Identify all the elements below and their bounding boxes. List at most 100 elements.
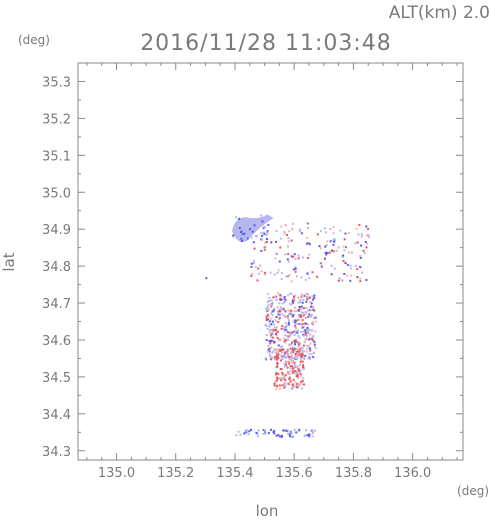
echo-pixel [296, 356, 299, 359]
echo-pixel [313, 340, 316, 343]
echo-pixel [295, 384, 298, 387]
echo-pixel [297, 430, 300, 433]
echo-pixel [281, 325, 284, 327]
echo-pixel [295, 357, 298, 359]
echo-pixel [301, 256, 304, 259]
echo-pixel [341, 255, 344, 258]
echo-data-layer [205, 214, 370, 438]
axis-ticks [78, 62, 463, 460]
echo-pixel [280, 351, 283, 354]
echo-pixel [270, 356, 273, 358]
echo-pixel [283, 297, 286, 300]
echo-pixel [302, 295, 304, 298]
echo-pixel [279, 295, 282, 298]
echo-pixel [280, 225, 283, 228]
echo-pixel [263, 271, 266, 274]
echo-pixel [284, 385, 287, 388]
echo-pixel [287, 237, 290, 240]
echo-pixel [264, 431, 267, 434]
echo-pixel [239, 433, 242, 436]
echo-pixel [246, 429, 249, 432]
echo-pixel [294, 258, 297, 261]
echo-pixel [349, 264, 352, 267]
echo-pixel [290, 355, 293, 358]
echo-pixel [266, 313, 269, 316]
echo-pixel [299, 316, 302, 319]
echo-pixel [290, 292, 293, 295]
echo-pixel [304, 329, 307, 332]
echo-pixel [301, 353, 304, 356]
echo-pixel [270, 304, 273, 307]
echo-pixel [304, 338, 307, 341]
echo-pixel [333, 238, 336, 241]
echo-pixel [306, 222, 309, 225]
echo-pixel [299, 298, 302, 301]
echo-pixel [293, 340, 296, 343]
echo-pixel [272, 323, 275, 326]
echo-pixel [277, 310, 280, 313]
echo-pixel [285, 315, 287, 318]
echo-pixel [262, 429, 265, 432]
echo-pixel [295, 351, 298, 353]
echo-pixel [303, 322, 306, 325]
echo-pixel [272, 309, 275, 312]
echo-pixel [297, 257, 300, 260]
echo-pixel [314, 429, 317, 432]
y-tick-label: 34.8 [42, 260, 71, 275]
echo-pixel [279, 309, 282, 311]
echo-pixel [268, 325, 271, 328]
echo-pixel [307, 316, 310, 318]
echo-pixel [279, 338, 282, 341]
echo-pixel [267, 303, 270, 306]
echo-pixel [284, 309, 287, 312]
echo-pixel [281, 371, 284, 374]
echo-pixel [279, 306, 282, 308]
echo-pixel [344, 262, 347, 264]
echo-pixel [302, 334, 305, 337]
echo-pixel [306, 332, 309, 335]
echo-pixel [260, 231, 263, 234]
echo-pixel [279, 246, 282, 249]
echo-pixel [284, 374, 287, 377]
echo-pixel [364, 241, 367, 243]
echo-pixel [270, 334, 273, 336]
echo-pixel [271, 336, 274, 339]
echo-pixel [268, 353, 271, 356]
echo-pixel [304, 313, 307, 316]
echo-pixel [296, 375, 299, 378]
echo-pixel [253, 247, 256, 250]
echo-pixel [310, 302, 313, 305]
echo-pixel [294, 319, 297, 322]
echo-pixel [290, 280, 293, 283]
echo-pixel [292, 379, 295, 382]
echo-pixel [267, 292, 269, 295]
echo-pixel [295, 366, 298, 369]
echo-pixel [277, 434, 280, 437]
echo-pixel [269, 339, 272, 342]
echo-pixel [278, 302, 281, 305]
echo-pixel [285, 275, 288, 278]
echo-pixel [305, 292, 308, 295]
echo-pixel [365, 279, 368, 281]
echo-pixel [311, 429, 314, 432]
echo-pixel [293, 363, 296, 366]
echo-pixel [302, 367, 305, 370]
echo-pixel [313, 351, 315, 354]
echo-pixel [292, 435, 295, 438]
echo-pixel [270, 346, 273, 349]
echo-pixel [326, 240, 329, 243]
echo-pixel [297, 301, 300, 304]
echo-pixel [291, 357, 294, 360]
echo-pixel [274, 257, 277, 260]
echo-pixel [280, 367, 283, 370]
echo-pixel [267, 223, 270, 226]
echo-pixel [301, 360, 304, 363]
echo-pixel [304, 279, 307, 281]
echo-pixel [294, 355, 297, 358]
echo-pixel [243, 432, 246, 435]
echo-pixel [290, 349, 293, 352]
echo-pixel [335, 249, 338, 252]
echo-pixel [264, 357, 267, 360]
echo-pixel [280, 307, 282, 310]
